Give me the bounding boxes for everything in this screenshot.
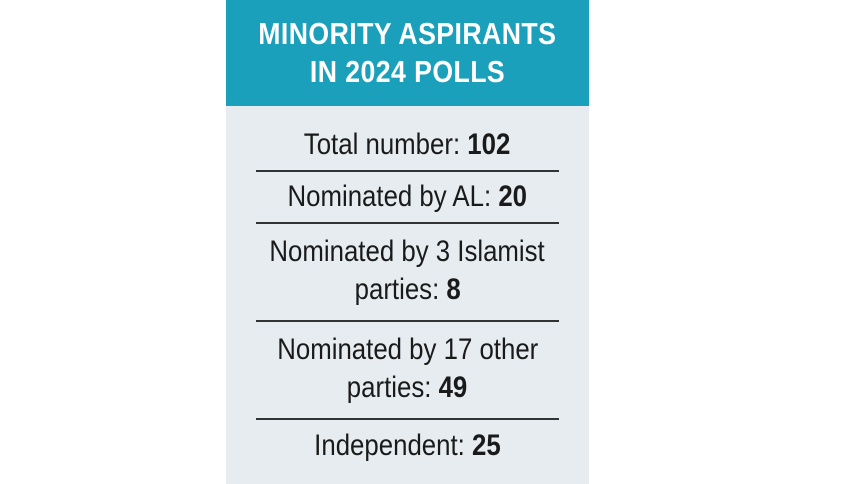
header-title-line1: MINORITY ASPIRANTS [258,16,557,51]
row-nominated-other: Nominated by 17 other parties: 49 [256,324,559,414]
row-divider [256,418,559,420]
row-value: 49 [439,371,468,404]
row-value: 8 [446,273,461,306]
row-total-number: Total number: 102 [256,122,559,168]
infobox-card: MINORITY ASPIRANTS IN 2024 POLLS Total n… [226,0,589,484]
row-label-line2: parties: [347,371,440,404]
infobox-header: MINORITY ASPIRANTS IN 2024 POLLS [226,0,589,106]
row-label: Nominated by AL: [287,180,499,213]
row-label: Independent: [314,429,473,462]
row-independent: Independent: 25 [256,422,559,470]
row-nominated-islamist: Nominated by 3 Islamist parties: 8 [256,226,559,316]
row-value: 25 [472,429,501,462]
row-nominated-al: Nominated by AL: 20 [256,174,559,220]
row-label-line1: Nominated by 17 other [276,333,539,366]
row-label: Total number: [304,128,468,161]
header-title-line2: IN 2024 POLLS [309,54,506,89]
row-divider [256,170,559,172]
row-label-line1: Nominated by 3 Islamist [269,235,546,268]
row-value: 20 [498,180,528,213]
row-divider [256,320,559,322]
row-value: 102 [467,128,511,161]
row-divider [256,222,559,224]
row-label-line2: parties: [354,273,447,306]
